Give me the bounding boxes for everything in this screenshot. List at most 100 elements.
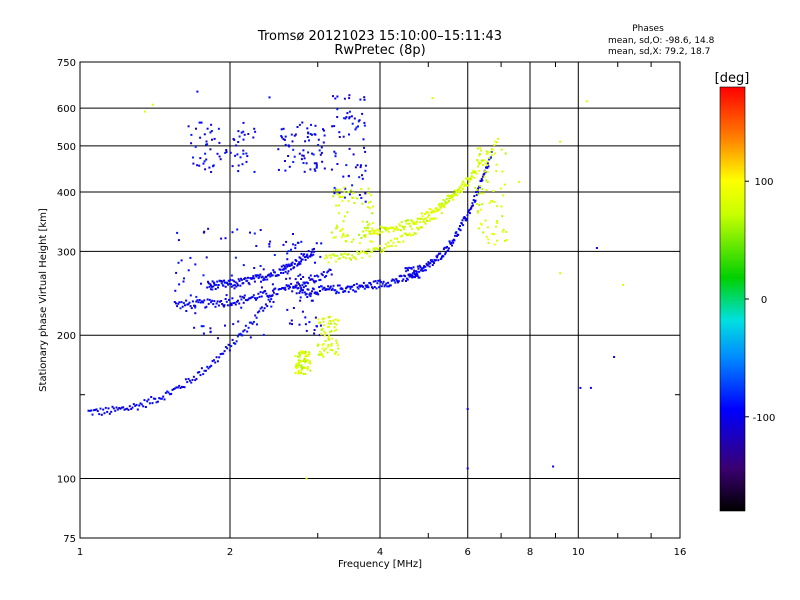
data-point [286, 272, 289, 275]
data-point [300, 364, 303, 367]
data-point [371, 240, 374, 243]
data-point [448, 197, 451, 200]
data-point [176, 231, 179, 234]
data-point [479, 147, 482, 150]
data-point [298, 356, 301, 359]
data-point [374, 232, 377, 235]
data-point [348, 285, 351, 288]
data-point [205, 140, 208, 143]
data-point [330, 231, 333, 234]
data-point [186, 303, 189, 306]
data-point [192, 156, 194, 159]
data-point [471, 202, 474, 205]
data-point [162, 395, 165, 398]
data-point [364, 251, 367, 254]
data-point [290, 133, 293, 136]
data-point [262, 333, 265, 336]
data-point [469, 178, 472, 181]
data-point [299, 284, 302, 287]
data-points [87, 90, 625, 480]
data-point [342, 135, 345, 138]
data-point [486, 171, 489, 174]
data-point [190, 307, 193, 310]
data-point [284, 286, 287, 289]
data-point [489, 151, 492, 154]
data-point [259, 229, 262, 231]
data-point [236, 282, 239, 285]
data-point [304, 258, 307, 261]
data-point [264, 303, 267, 306]
data-point [373, 286, 376, 288]
data-point [422, 266, 425, 269]
data-point [337, 291, 340, 294]
data-point [369, 251, 372, 254]
data-point [219, 158, 222, 161]
data-point [230, 283, 232, 286]
data-point [242, 121, 245, 124]
data-point [151, 402, 154, 405]
data-point [216, 152, 219, 155]
data-point [204, 152, 207, 155]
data-point [211, 299, 214, 302]
data-point [367, 230, 370, 233]
data-point [468, 209, 471, 212]
data-point [315, 242, 318, 245]
data-point [318, 321, 320, 324]
data-point [296, 281, 299, 284]
data-point [146, 400, 149, 403]
chart-subtitle: RwPretec (8p) [334, 43, 425, 58]
data-point [91, 413, 94, 416]
data-point [300, 278, 302, 280]
data-point [393, 279, 396, 282]
data-point [365, 229, 368, 232]
data-point [296, 126, 299, 128]
data-point [210, 123, 213, 126]
data-point [312, 279, 315, 282]
data-point [215, 302, 218, 305]
data-point [383, 227, 386, 230]
data-point [305, 281, 308, 284]
data-point [333, 254, 336, 257]
data-point [345, 164, 348, 167]
data-point [259, 307, 262, 310]
data-point [478, 186, 481, 189]
data-point [203, 160, 206, 163]
data-point [437, 204, 440, 207]
data-point [424, 265, 427, 268]
data-point [247, 276, 249, 279]
data-point [428, 265, 431, 268]
data-point [296, 264, 299, 267]
data-point [212, 303, 215, 306]
data-point [247, 282, 250, 284]
colorbar-ticks: 100 0 -100 [745, 177, 775, 424]
data-point [552, 465, 555, 468]
data-point [313, 250, 316, 253]
data-point [187, 377, 190, 380]
data-point [310, 123, 312, 126]
data-point [466, 408, 469, 410]
data-point [387, 281, 390, 284]
data-point [307, 256, 309, 259]
data-point [209, 148, 212, 151]
data-point [351, 285, 354, 288]
data-point [297, 359, 300, 362]
data-point [474, 186, 477, 189]
data-point [280, 135, 283, 137]
data-point [198, 371, 201, 374]
data-point [363, 96, 366, 99]
data-point [438, 208, 441, 211]
data-point [301, 154, 304, 157]
data-point [321, 288, 324, 291]
data-point [333, 189, 335, 192]
data-point [501, 215, 504, 218]
data-point [323, 286, 326, 289]
data-point [314, 280, 317, 283]
data-point [292, 148, 295, 151]
data-point [308, 351, 310, 354]
data-point [341, 227, 344, 230]
data-point [366, 284, 369, 287]
data-point [455, 231, 458, 234]
data-point [348, 257, 351, 260]
data-point [415, 222, 418, 225]
data-point [401, 234, 404, 237]
